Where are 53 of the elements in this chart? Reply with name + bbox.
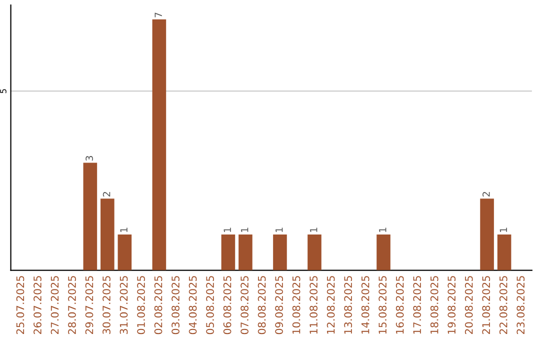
x-tick-label: 06.08.2025 [223,276,232,334]
bar [221,234,236,270]
x-tick-label: 20.08.2025 [464,276,473,334]
data-label: 2 [102,192,110,197]
x-tick-label: 16.08.2025 [396,276,404,334]
x-tick-label: 10.08.2025 [292,276,300,334]
data-label: 7 [154,12,162,18]
x-tick-label: 14.08.2025 [361,276,370,334]
bar [273,234,287,270]
bar [376,234,390,270]
x-tick-label: 22.08.2025 [499,276,508,334]
x-tick-label: 27.07.2025 [50,276,59,334]
data-label: 1 [310,228,318,232]
x-tick-label: 18.08.2025 [430,276,438,334]
x-tick-label: 13.08.2025 [344,276,352,334]
data-label: 1 [241,228,248,232]
bar [100,198,114,270]
bar [480,198,494,270]
data-label: 2 [482,192,490,197]
x-tick-label: 26.07.2025 [34,276,42,334]
x-tick-label: 17.08.2025 [413,276,422,334]
data-label: 1 [379,228,386,232]
x-tick-label: 21.08.2025 [482,276,490,334]
bar [118,234,132,270]
x-tick-label: 05.08.2025 [206,276,214,334]
x-tick-label: 15.08.2025 [378,276,387,334]
x-tick-label: 23.08.2025 [516,276,525,334]
x-tick-label: 19.08.2025 [448,276,456,334]
x-tick-label: 01.08.2025 [137,276,145,334]
bar [497,234,512,270]
x-tick-label: 30.07.2025 [102,276,110,334]
data-label: 1 [276,228,283,232]
data-label: 1 [224,228,231,232]
x-tick-label: 07.08.2025 [240,276,248,334]
x-tick-label: 28.07.2025 [68,276,76,334]
data-label: 3 [86,156,93,161]
x-tick-label: 02.08.2025 [154,276,162,334]
x-tick-label: 09.08.2025 [275,276,283,334]
x-tick-label: 25.07.2025 [16,276,24,334]
data-label: 1 [120,228,128,232]
x-tick-label: 04.08.2025 [188,276,197,334]
y-tick-label: 5 [0,89,6,94]
x-tick-label: 29.07.2025 [85,276,94,334]
bar [308,234,322,270]
data-label: 1 [500,228,507,232]
x-tick-label: 11.08.2025 [310,276,318,334]
x-tick-label: 03.08.2025 [172,276,180,334]
x-tick-label: 08.08.2025 [258,276,266,334]
x-tick-label: 31.07.2025 [120,276,128,334]
x-tick-label: 12.08.2025 [326,276,335,334]
bar [152,19,166,270]
bar [83,162,98,270]
bar [238,234,252,270]
